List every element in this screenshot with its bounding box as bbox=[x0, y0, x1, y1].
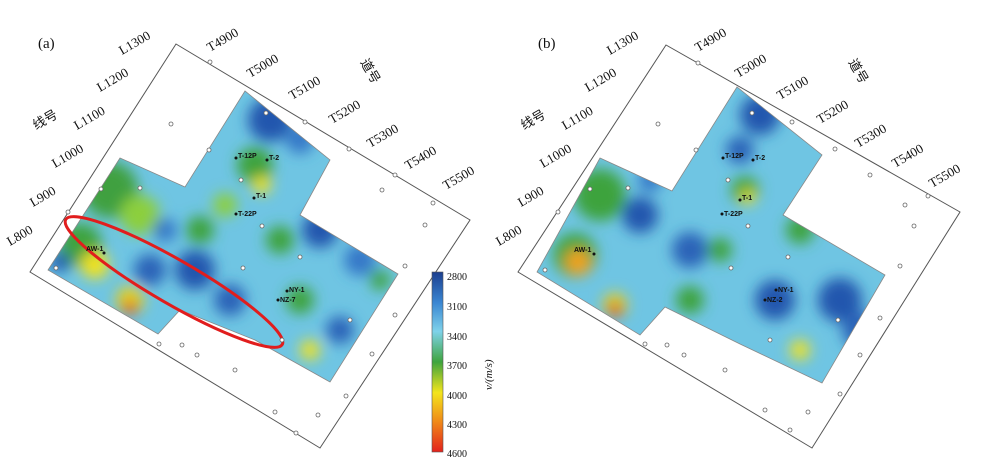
trace-axis-title: 道号 bbox=[357, 56, 383, 86]
velocity-map-b bbox=[537, 87, 885, 383]
grid-markers-b bbox=[542, 60, 931, 433]
well-label: T-1 bbox=[742, 195, 752, 202]
grid-markers-a bbox=[53, 59, 436, 436]
line-label: L800 bbox=[493, 222, 524, 249]
survey-grid-outline-a bbox=[29, 43, 471, 449]
well-label: T-12P bbox=[725, 153, 744, 160]
panel-b: AW-1 T-12P T-2 T-1 T-22P NY-1 NZ-2 L800 … bbox=[493, 25, 963, 449]
well-label: T-1 bbox=[256, 193, 266, 200]
well-label: T-2 bbox=[755, 155, 765, 162]
well-label: AW-1 bbox=[574, 247, 591, 254]
trace-label: T5000 bbox=[732, 51, 769, 81]
trace-label: T4900 bbox=[692, 25, 729, 55]
well-label: T-22P bbox=[724, 211, 743, 218]
line-label: L1100 bbox=[71, 103, 107, 133]
trace-label: T5400 bbox=[889, 141, 926, 171]
trace-label: T5200 bbox=[814, 97, 851, 127]
line-axis-title: 线号 bbox=[518, 107, 548, 133]
trace-label: T5500 bbox=[440, 163, 477, 193]
well-label: NY-1 bbox=[778, 287, 794, 294]
trace-label: T5100 bbox=[286, 73, 323, 103]
colorbar-title: v/(m/s) bbox=[483, 359, 495, 390]
colorbar-tick: 4600 bbox=[447, 449, 467, 460]
well-label: T-2 bbox=[269, 155, 279, 162]
line-axis-title: 线号 bbox=[30, 107, 60, 133]
line-label: L1300 bbox=[116, 28, 153, 58]
trace-label: T5100 bbox=[774, 73, 811, 103]
line-label: L800 bbox=[4, 222, 35, 249]
highlight-ellipse bbox=[63, 215, 285, 349]
panel-a: AW-1 T-12P T-2 T-1 T-22P NY-1 NZ-7 L800 … bbox=[4, 25, 477, 449]
well-label: NZ-2 bbox=[767, 297, 783, 304]
line-label: L900 bbox=[515, 183, 546, 210]
trace-label: T5200 bbox=[326, 97, 363, 127]
trace-label: T5500 bbox=[926, 161, 963, 191]
well-label: NY-1 bbox=[289, 287, 305, 294]
well-label: T-22P bbox=[238, 211, 257, 218]
panel-label-a: (a) bbox=[38, 36, 55, 52]
well-label: AW-1 bbox=[86, 246, 103, 253]
trace-label: T5300 bbox=[852, 121, 889, 151]
well-label: NZ-7 bbox=[280, 297, 296, 304]
colorbar: 2800 3100 3400 3700 4000 4300 4600 v/(m/… bbox=[431, 271, 495, 460]
colorbar-tick: 3700 bbox=[447, 361, 467, 372]
line-label: L1000 bbox=[537, 141, 574, 171]
line-label: L1200 bbox=[582, 65, 619, 95]
colorbar-tick: 4300 bbox=[447, 420, 467, 431]
well-label: T-12P bbox=[238, 153, 257, 160]
wells-a: AW-1 T-12P T-2 T-1 T-22P NY-1 NZ-7 bbox=[86, 153, 305, 304]
map-boundary-b bbox=[536, 86, 886, 384]
trace-axis-title: 道号 bbox=[845, 56, 871, 86]
map-boundary-a bbox=[47, 90, 399, 383]
trace-label: T4900 bbox=[204, 25, 241, 55]
line-label: L1300 bbox=[604, 28, 641, 58]
trace-label: T5300 bbox=[364, 121, 401, 151]
colorbar-ramp bbox=[431, 271, 444, 453]
trace-label: T5000 bbox=[244, 51, 281, 81]
colorbar-tick: 3100 bbox=[447, 302, 467, 313]
line-label: L900 bbox=[27, 183, 58, 210]
line-label: L1200 bbox=[94, 65, 131, 95]
colorbar-tick: 3400 bbox=[447, 332, 467, 343]
colorbar-ticks: 2800 3100 3400 3700 4000 4300 4600 bbox=[447, 272, 467, 460]
colorbar-tick: 4000 bbox=[447, 391, 467, 402]
survey-grid-outline-b bbox=[517, 44, 961, 449]
line-label: L1000 bbox=[49, 141, 86, 171]
line-label: L1100 bbox=[559, 103, 595, 133]
trace-label: T5400 bbox=[402, 143, 439, 173]
colorbar-tick: 2800 bbox=[447, 272, 467, 283]
wells-b: AW-1 T-12P T-2 T-1 T-22P NY-1 NZ-2 bbox=[574, 153, 794, 304]
panel-label-b: (b) bbox=[538, 36, 556, 52]
